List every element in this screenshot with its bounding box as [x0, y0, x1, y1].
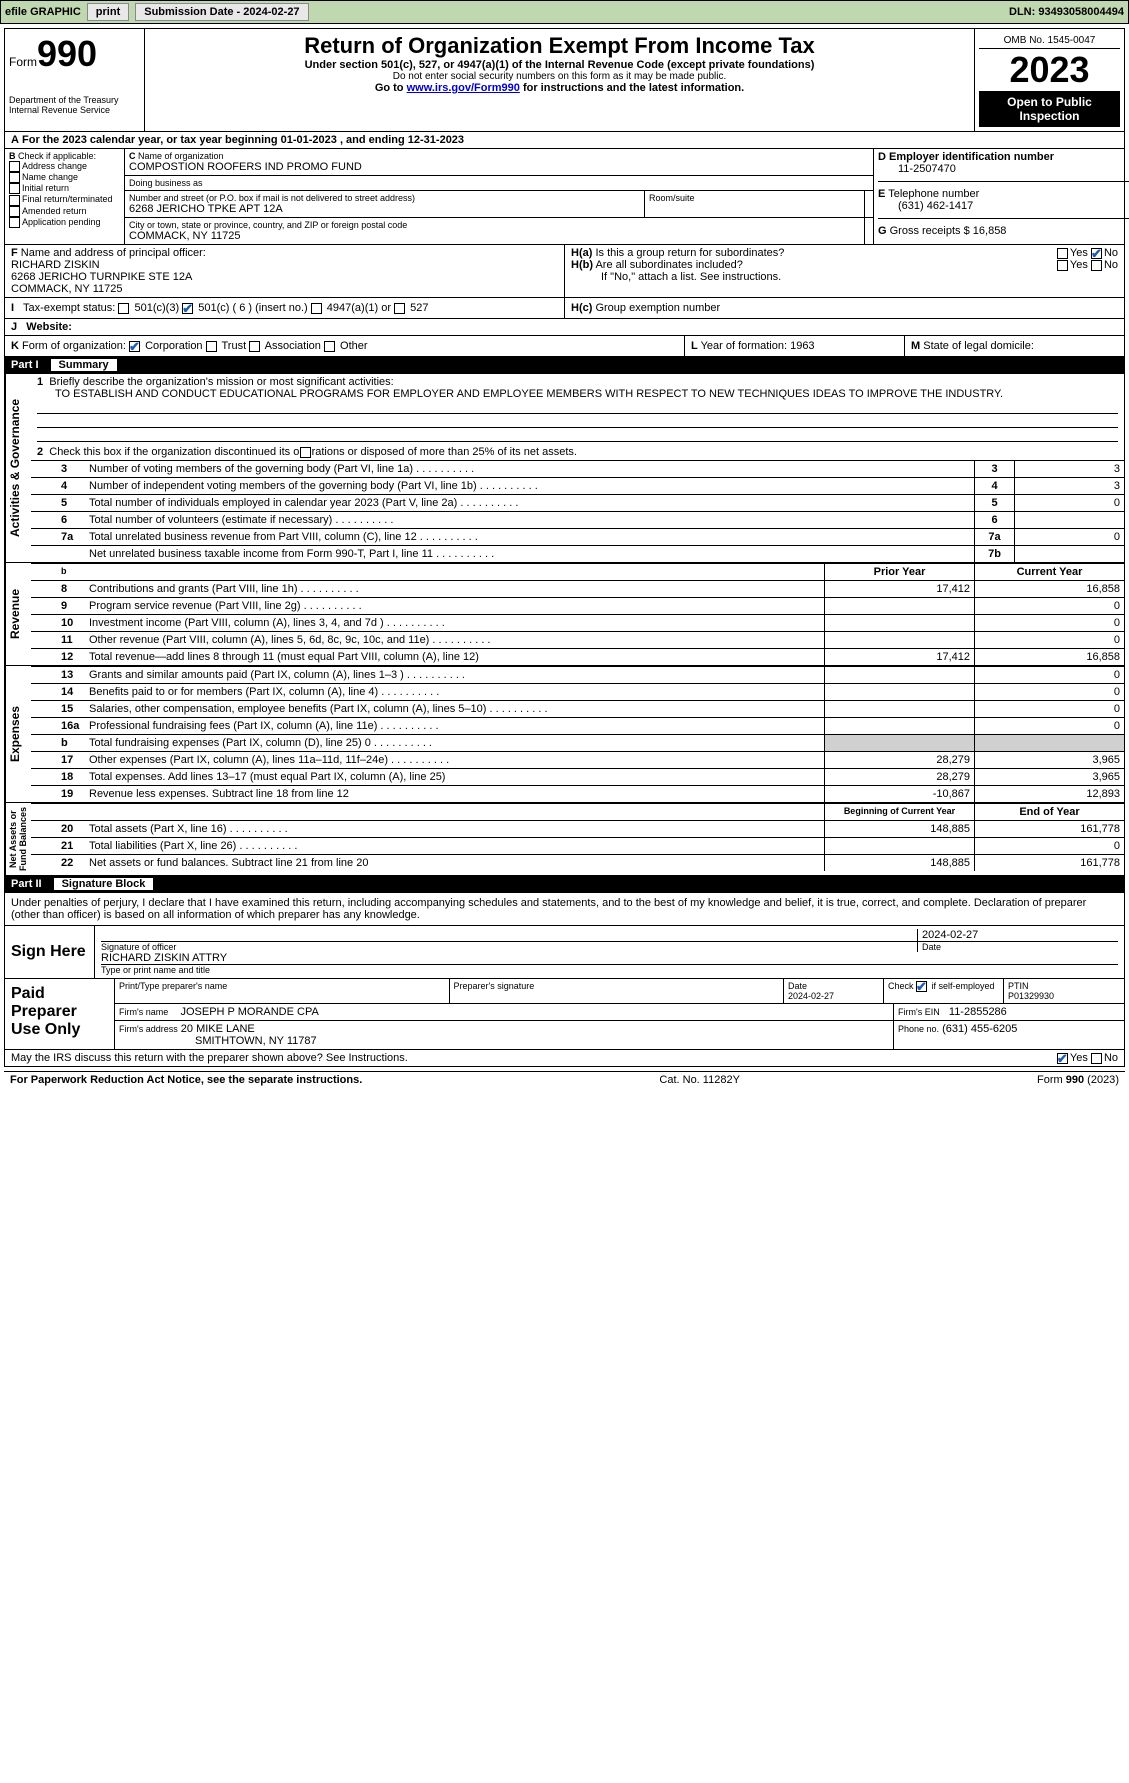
form-subtitle: Under section 501(c), 527, or 4947(a)(1)… [149, 59, 970, 71]
firm-addr2: SMITHTOWN, NY 11787 [119, 1035, 317, 1047]
org-name: COMPOSTION ROOFERS IND PROMO FUND [129, 161, 869, 173]
checkbox-4947[interactable] [311, 303, 322, 314]
revenue-section: Revenue b Prior Year Current Year 8Contr… [4, 563, 1125, 666]
paid-preparer-label: Paid Preparer Use Only [5, 979, 115, 1049]
ssn-note: Do not enter social security numbers on … [149, 71, 970, 82]
mission-text: TO ESTABLISH AND CONDUCT EDUCATIONAL PRO… [37, 388, 1118, 400]
checkbox-discuss-yes[interactable] [1057, 1053, 1068, 1064]
part2-header: Part II Signature Block [4, 876, 1125, 893]
omb-number: OMB No. 1545-0047 [979, 33, 1120, 49]
ein: 11-2507470 [878, 163, 1129, 175]
checkbox-discontinued[interactable] [300, 447, 311, 458]
checkbox-discuss-no[interactable] [1091, 1053, 1102, 1064]
firm-addr1: 20 MIKE LANE [181, 1023, 255, 1035]
irs-link[interactable]: www.irs.gov/Form990 [407, 82, 520, 94]
checkbox-hb-no[interactable] [1091, 260, 1102, 271]
sign-date: 2024-02-27 [918, 929, 1118, 942]
box-b: B Check if applicable: Address change Na… [5, 149, 125, 244]
line-a: A For the 2023 calendar year, or tax yea… [4, 132, 1125, 149]
checkbox-corp[interactable] [129, 341, 140, 352]
city-state-zip: COMMACK, NY 11725 [129, 230, 860, 242]
section-b-c-d: B Check if applicable: Address change Na… [4, 149, 1125, 245]
checkbox-527[interactable] [394, 303, 405, 314]
checkbox-address-change[interactable] [9, 161, 20, 172]
perjury-statement: Under penalties of perjury, I declare th… [4, 893, 1125, 926]
part1-header: Part I Summary [4, 357, 1125, 374]
checkbox-ha-yes[interactable] [1057, 248, 1068, 259]
checkbox-amended[interactable] [9, 206, 20, 217]
net-assets-section: Net Assets or Fund Balances Beginning of… [4, 803, 1125, 876]
checkbox-app-pending[interactable] [9, 217, 20, 228]
form-header: Form990 Department of the Treasury Inter… [4, 28, 1125, 132]
room-suite-label: Room/suite [645, 191, 865, 218]
checkbox-name-change[interactable] [9, 172, 20, 183]
checkbox-other[interactable] [324, 341, 335, 352]
irs-label: Internal Revenue Service [9, 105, 140, 115]
page-footer: For Paperwork Reduction Act Notice, see … [4, 1071, 1125, 1088]
checkbox-assoc[interactable] [249, 341, 260, 352]
tax-year: 2023 [979, 49, 1120, 91]
year-formation: 1963 [790, 340, 814, 352]
checkbox-self-employed[interactable] [916, 981, 927, 992]
phone: (631) 462-1417 [878, 200, 1129, 212]
firm-ein: 11-2855286 [949, 1006, 1007, 1018]
checkbox-hb-yes[interactable] [1057, 260, 1068, 271]
print-button[interactable]: print [87, 3, 129, 21]
checkbox-initial-return[interactable] [9, 183, 20, 194]
street-address: 6268 JERICHO TPKE APT 12A [129, 203, 640, 215]
checkbox-final-return[interactable] [9, 195, 20, 206]
gross-receipts: 16,858 [973, 225, 1007, 237]
dept-treasury: Department of the Treasury [9, 95, 140, 105]
box-d-e-g: D Employer identification number 11-2507… [873, 149, 1129, 244]
open-inspection: Open to Public Inspection [979, 91, 1120, 127]
dln: DLN: 93493058004494 [1009, 6, 1124, 18]
officer-signature: RICHARD ZISKIN ATTRY [101, 952, 1118, 965]
checkbox-501c[interactable] [182, 303, 193, 314]
activities-governance: Activities & Governance 1 Briefly descri… [4, 374, 1125, 563]
officer-name: RICHARD ZISKIN [11, 259, 558, 271]
officer-addr2: COMMACK, NY 11725 [11, 283, 558, 295]
checkbox-ha-no[interactable] [1091, 248, 1102, 259]
checkbox-trust[interactable] [206, 341, 217, 352]
submission-date: Submission Date - 2024-02-27 [135, 3, 308, 21]
expenses-section: Expenses 13Grants and similar amounts pa… [4, 666, 1125, 803]
prep-date: 2024-02-27 [788, 991, 834, 1001]
efile-label: efile GRAPHIC [5, 6, 81, 18]
officer-addr1: 6268 JERICHO TURNPIKE STE 12A [11, 271, 558, 283]
firm-phone: (631) 455-6205 [942, 1023, 1017, 1035]
checkbox-501c3[interactable] [118, 303, 129, 314]
firm-name: JOSEPH P MORANDE CPA [180, 1006, 318, 1018]
goto-link: Go to www.irs.gov/Form990 for instructio… [149, 82, 970, 94]
ptin: P01329930 [1008, 991, 1054, 1001]
form-number: Form990 [9, 33, 140, 75]
form-title: Return of Organization Exempt From Incom… [149, 33, 970, 59]
topbar: efile GRAPHIC print Submission Date - 20… [0, 0, 1129, 24]
sign-here-label: Sign Here [5, 926, 95, 978]
